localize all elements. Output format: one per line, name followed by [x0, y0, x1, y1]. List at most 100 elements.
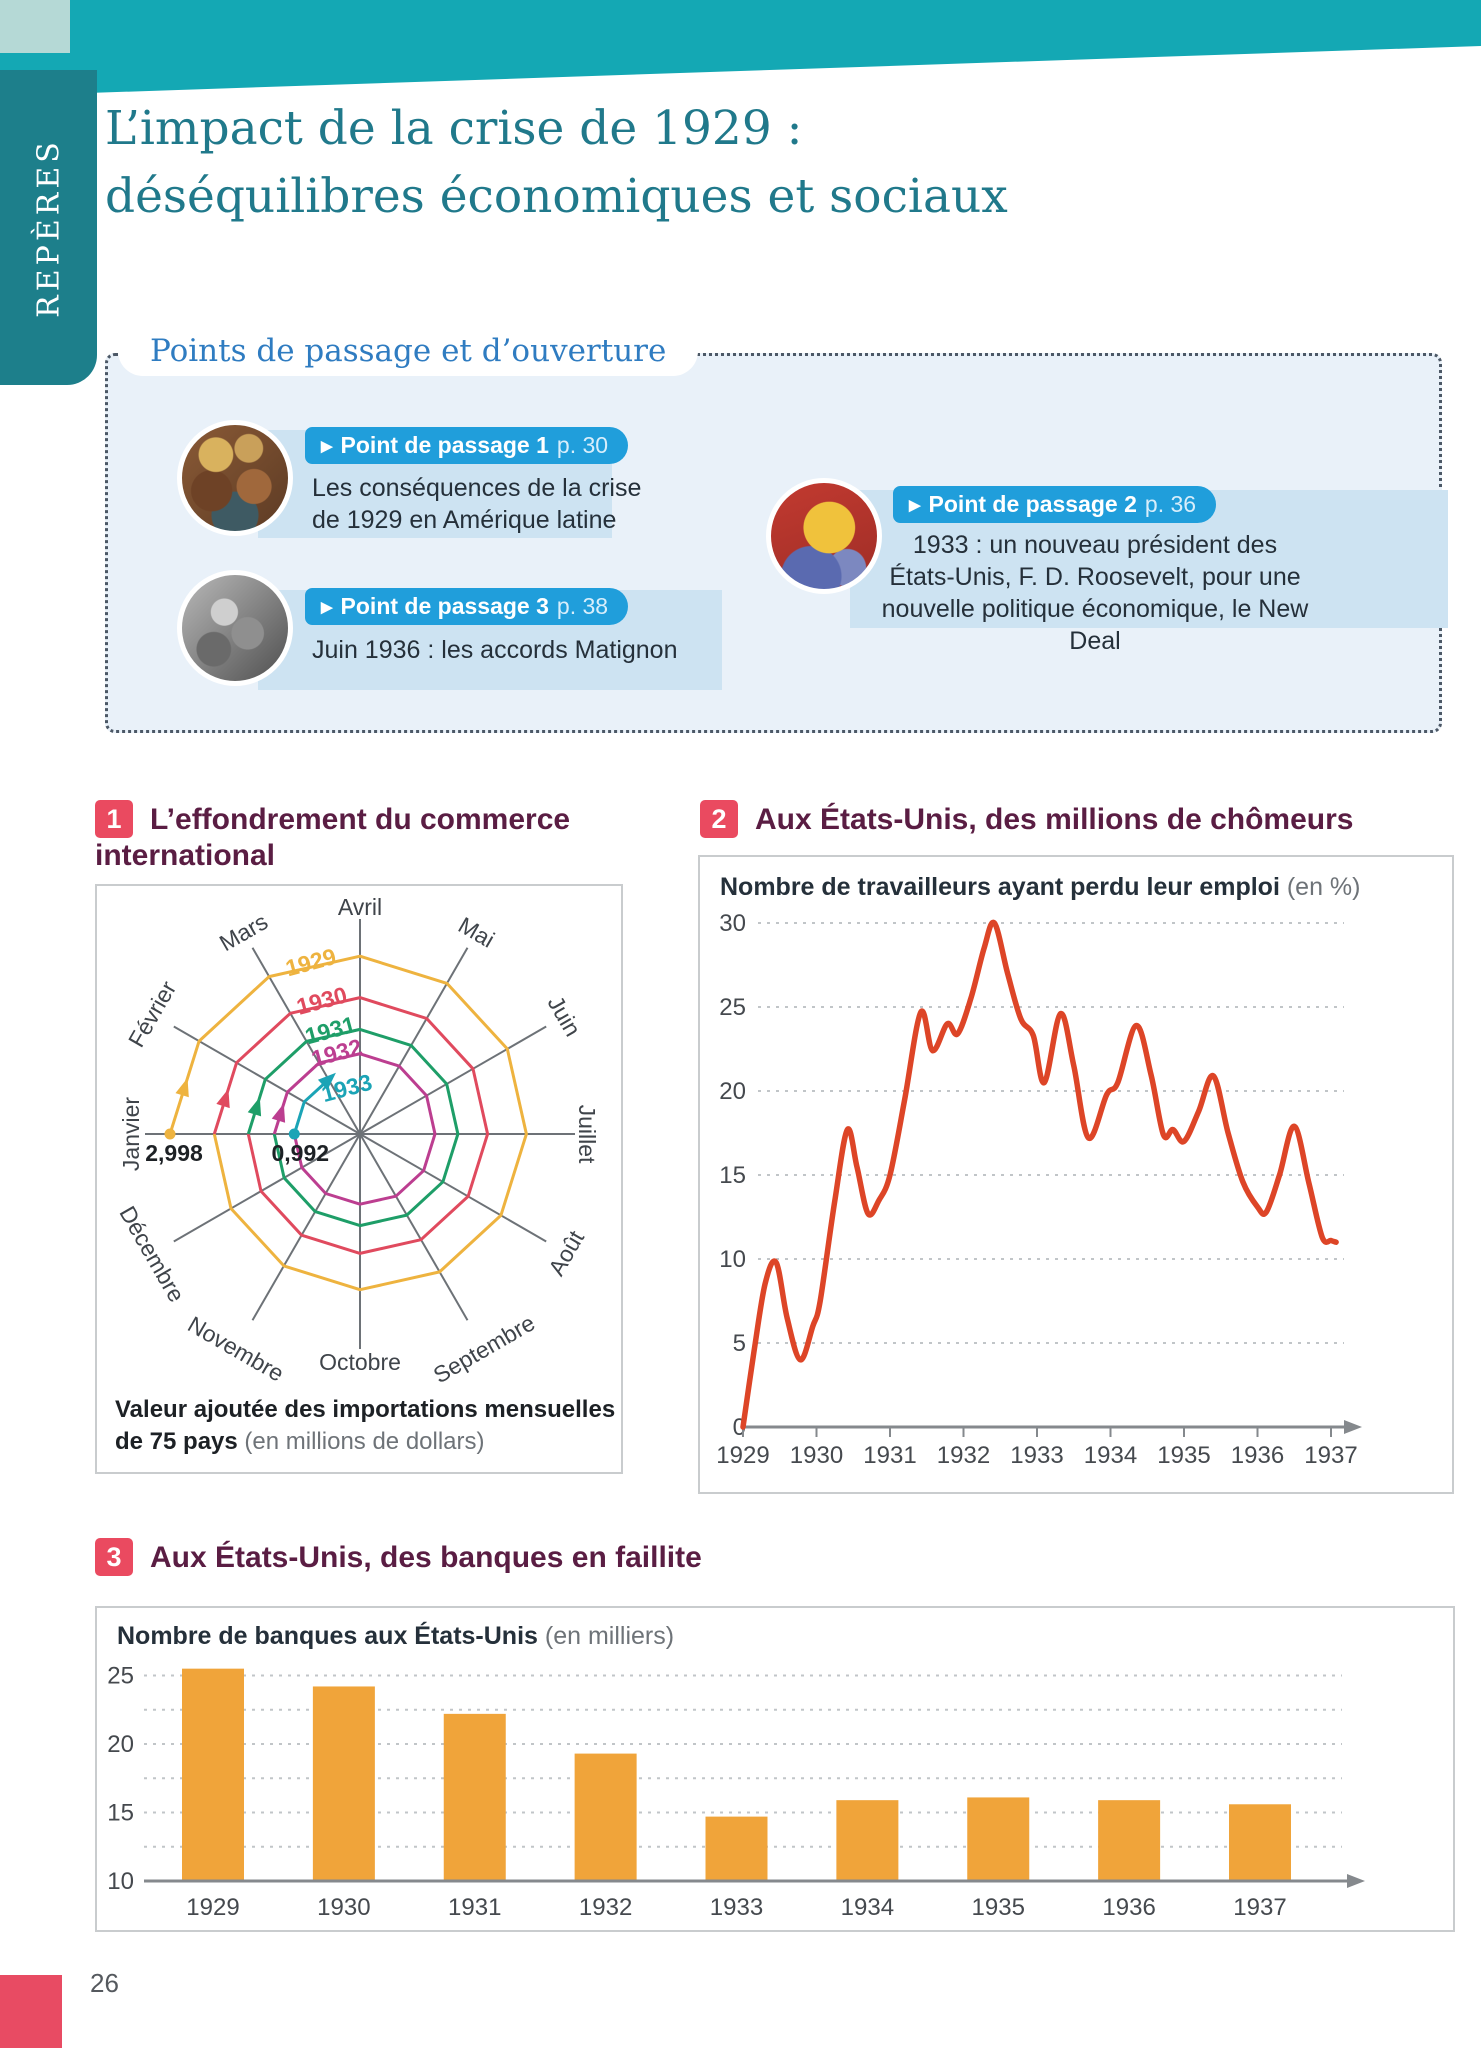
point-banner-3-page: p. 38: [556, 593, 609, 619]
point-text-2: 1933 : un nouveau président des États-Un…: [858, 529, 1332, 657]
x-axis-ticks: [742, 1427, 1332, 1437]
point-text-3-line1: Juin 1936 : les accords Matignon: [312, 636, 678, 664]
y-tick-label: 20: [719, 1078, 746, 1105]
series-1929: [168, 954, 528, 1292]
x-axis-arrow: [1347, 1874, 1365, 1888]
page-title-line1: L’impact de la crise de 1929 :: [105, 101, 803, 156]
series-1933: [292, 1078, 330, 1135]
month-label: Juin: [543, 991, 587, 1041]
month-label: Mars: [215, 908, 272, 956]
y-tick-label: 5: [733, 1330, 746, 1357]
bar-1931: [443, 1713, 506, 1881]
unemployment-line: [740, 919, 1339, 1430]
section-3-badge: 3: [95, 1538, 133, 1576]
banks-chart: 10 15 20 25 1929 1930 1931 1932 1933 1934 1935 1936…: [107, 1663, 1365, 1921]
radar-spoke: [173, 1025, 361, 1135]
y-tick-label: 15: [107, 1800, 134, 1827]
point-banner-1[interactable]: ▶ Point de passage 1 p. 30: [305, 427, 629, 464]
chapter-tab: REPÈRES: [0, 70, 97, 385]
point-text-1: Les conséquences de la crise de 1929 en …: [312, 472, 641, 536]
direction-arrow-1932: [271, 1103, 286, 1123]
point-banner-3-label: Point de passage 3: [340, 593, 549, 619]
x-tick-label: 1929: [186, 1894, 239, 1921]
end-dot: [288, 1128, 300, 1140]
bar-1935: [967, 1797, 1030, 1881]
x-tick-label: 1932: [579, 1894, 632, 1921]
play-icon: ▶: [321, 438, 333, 455]
play-icon: ▶: [321, 599, 333, 616]
series-1932: [272, 1052, 437, 1206]
bar-1936: [1098, 1800, 1161, 1881]
x-tick-label: 1936: [1102, 1894, 1155, 1921]
start-dot: [164, 1128, 176, 1140]
play-icon: ▶: [909, 497, 921, 514]
point-text-2-line2: États-Unis, F. D. Roosevelt, pour une: [889, 563, 1301, 591]
year-label-1929: 1929: [283, 943, 339, 981]
chart-1-caption-line2: de 75 pays (en millions de dollars): [115, 1426, 615, 1458]
x-tick-label: 1932: [937, 1442, 990, 1469]
chart-1-caption-line1: Valeur ajoutée des importations mensuell…: [115, 1396, 616, 1423]
x-tick-label: 1933: [710, 1894, 763, 1921]
y-tick-label: 25: [719, 994, 746, 1021]
x-tick-label: 1936: [1231, 1442, 1284, 1469]
direction-arrow-1931: [247, 1097, 262, 1117]
value-label-end: 0,992: [271, 1140, 329, 1166]
month-label: Octobre: [319, 1349, 401, 1375]
chart-1-caption: Valeur ajoutée des importations mensuell…: [115, 1394, 615, 1458]
point-banner-2[interactable]: ▶ Point de passage 2 p. 36: [893, 486, 1217, 523]
x-tick-label: 1935: [1157, 1442, 1210, 1469]
point-banner-3[interactable]: ▶ Point de passage 3 p. 38: [305, 588, 629, 625]
series-1930: [212, 996, 490, 1255]
section-3-title: Aux États-Unis, des banques en faillite: [150, 1541, 702, 1574]
chart-2-subtitle-unit: (en %): [1286, 873, 1361, 901]
footer-color-block: [0, 1975, 62, 2048]
banks-chart-frame: Nombre de banques aux États-Unis (en mil…: [95, 1606, 1455, 1932]
series-1931: [246, 1027, 460, 1228]
chapter-tab-label: REPÈRES: [31, 137, 66, 318]
month-label: Juillet: [574, 1105, 600, 1164]
page-title-line2: déséquilibres économiques et sociaux: [105, 169, 1008, 224]
point-banner-2-page: p. 36: [1144, 491, 1197, 517]
chart-1-caption-bold: de 75 pays: [115, 1428, 238, 1455]
x-tick-label: 1935: [972, 1894, 1025, 1921]
bar-1937: [1229, 1804, 1291, 1881]
x-tick-label: 1929: [716, 1442, 769, 1469]
bar-1930: [312, 1686, 375, 1881]
y-gridlines: [758, 922, 1344, 1344]
y-tick-label: 20: [107, 1731, 134, 1758]
y-tick-label: 10: [107, 1868, 134, 1895]
trade-spiral-chart-frame: Janvier Février Mars Avril Mai Juin Juillet Aoû…: [95, 884, 623, 1474]
radar-spoke: [359, 1133, 547, 1243]
point-banner-1-page: p. 30: [556, 432, 609, 458]
point-text-1-line1: Les conséquences de la crise: [312, 474, 642, 502]
section-1-title-line1: L’effondrement du commerce: [150, 803, 571, 836]
y-tick-label: 15: [719, 1162, 746, 1189]
x-tick-label: 1933: [1010, 1442, 1063, 1469]
section-1-title-line2: international: [95, 839, 276, 872]
month-label: Février: [123, 976, 181, 1051]
y-axis-labels: 10 15 20 25: [107, 1663, 134, 1896]
chart-1-caption-unit: (en millions de dollars): [244, 1428, 485, 1455]
x-tick-label: 1931: [863, 1442, 916, 1469]
chart-3-subtitle-unit: (en milliers): [544, 1622, 675, 1650]
month-label: Novembre: [184, 1311, 289, 1387]
month-label: Mai: [454, 912, 499, 953]
trade-spiral-chart: Janvier Février Mars Avril Mai Juin Juillet Aoû…: [114, 894, 600, 1388]
point-photo-1: [177, 420, 293, 536]
page-number: 26: [90, 1968, 119, 1998]
y-tick-label: 25: [107, 1663, 134, 1690]
month-label: Avril: [338, 894, 382, 920]
bar-1934: [836, 1800, 899, 1881]
radar-value-labels: 2,998 0,992: [145, 1140, 329, 1166]
radar-spoke: [251, 1133, 361, 1321]
x-tick-label: 1934: [1084, 1442, 1137, 1469]
section-1-badge: 1: [95, 800, 133, 838]
y-tick-label: 10: [719, 1246, 746, 1273]
month-label: Septembre: [429, 1309, 539, 1388]
bar-1933: [705, 1816, 768, 1881]
x-axis-arrow: [1344, 1420, 1362, 1434]
direction-arrow-1933: [317, 1072, 336, 1091]
bars: [182, 1668, 1291, 1881]
